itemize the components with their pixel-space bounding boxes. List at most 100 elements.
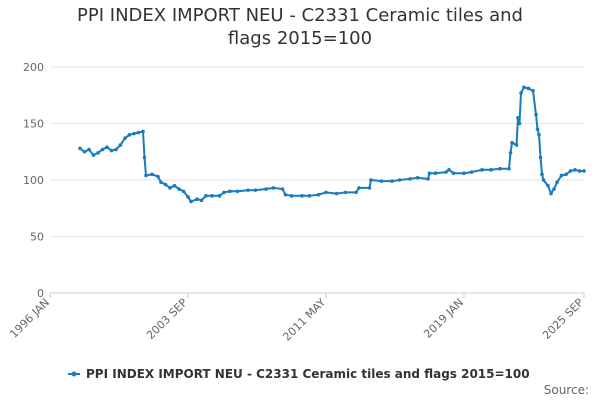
- point: [538, 155, 543, 160]
- source: Source:: [544, 383, 589, 397]
- point: [408, 177, 412, 181]
- point: [447, 168, 451, 172]
- point: [246, 188, 250, 192]
- point: [577, 169, 582, 173]
- point: [222, 190, 226, 195]
- point: [357, 186, 361, 190]
- point: [91, 153, 96, 157]
- point: [159, 180, 163, 185]
- y-tick-label: 100: [23, 174, 44, 187]
- point: [271, 186, 276, 190]
- point: [343, 190, 348, 195]
- point: [217, 194, 222, 198]
- x-tick-label: 2025 SEP: [540, 296, 586, 342]
- point: [253, 188, 258, 192]
- point: [526, 86, 531, 91]
- point: [444, 170, 448, 174]
- point: [517, 121, 522, 126]
- point: [537, 133, 541, 137]
- point: [204, 194, 208, 198]
- point: [141, 129, 145, 134]
- point: [100, 147, 105, 152]
- point: [552, 187, 556, 191]
- point: [508, 151, 513, 155]
- point: [415, 175, 420, 180]
- point: [354, 190, 358, 195]
- point: [540, 172, 544, 177]
- point: [78, 146, 82, 151]
- point: [82, 149, 87, 154]
- point: [105, 145, 109, 150]
- x-tick-label: 2011 MAY: [280, 296, 328, 344]
- y-tick-label: 200: [23, 61, 44, 74]
- point: [228, 189, 232, 194]
- point: [514, 143, 519, 147]
- point: [451, 171, 456, 176]
- legend-marker: [71, 371, 77, 377]
- point: [559, 173, 564, 178]
- point: [427, 171, 432, 176]
- point: [534, 112, 538, 117]
- point: [307, 194, 312, 198]
- point: [516, 116, 520, 120]
- point: [144, 173, 148, 178]
- y-tick-label: 150: [23, 118, 44, 131]
- point: [189, 199, 193, 204]
- point: [498, 166, 502, 171]
- point: [177, 187, 181, 191]
- point: [555, 180, 559, 185]
- point: [582, 169, 586, 173]
- point: [210, 194, 214, 198]
- chart-title: PPI INDEX IMPORT NEU - C2331 Ceramic til…: [77, 5, 523, 49]
- point: [300, 194, 304, 198]
- point: [114, 147, 118, 152]
- point: [480, 168, 484, 172]
- point: [549, 191, 553, 196]
- point: [87, 147, 91, 152]
- point: [535, 127, 540, 131]
- point: [469, 170, 474, 174]
- point: [235, 189, 240, 194]
- point: [546, 183, 550, 188]
- point: [369, 178, 373, 182]
- point: [168, 186, 172, 190]
- x-tick-label: 2003 SEP: [144, 296, 190, 342]
- point: [127, 133, 132, 137]
- point: [264, 187, 268, 191]
- point: [367, 186, 372, 190]
- point: [156, 174, 160, 179]
- point: [132, 131, 136, 136]
- point: [96, 151, 100, 155]
- point: [289, 194, 294, 198]
- point: [519, 91, 523, 95]
- point: [186, 195, 190, 199]
- y-tick-label: 0: [37, 287, 44, 300]
- legend-label: PPI INDEX IMPORT NEU - C2331 Ceramic til…: [86, 367, 530, 381]
- point: [142, 155, 147, 160]
- point: [150, 172, 154, 177]
- point: [163, 182, 168, 187]
- point: [181, 189, 186, 194]
- point: [397, 178, 402, 182]
- point: [316, 192, 321, 197]
- point: [324, 190, 328, 195]
- point: [283, 192, 288, 197]
- x-tick-label: 2019 JAN: [421, 296, 466, 341]
- point: [195, 197, 199, 202]
- point: [510, 140, 514, 145]
- point: [136, 130, 141, 135]
- point: [172, 183, 177, 188]
- point: [564, 172, 568, 177]
- point: [379, 179, 384, 183]
- point: [573, 168, 577, 172]
- point: [199, 198, 204, 203]
- point: [531, 88, 535, 93]
- point: [280, 187, 285, 191]
- point: [462, 171, 466, 176]
- series-line: [79, 86, 584, 203]
- point: [433, 171, 438, 176]
- y-tick-label: 50: [30, 231, 44, 244]
- point: [522, 85, 526, 90]
